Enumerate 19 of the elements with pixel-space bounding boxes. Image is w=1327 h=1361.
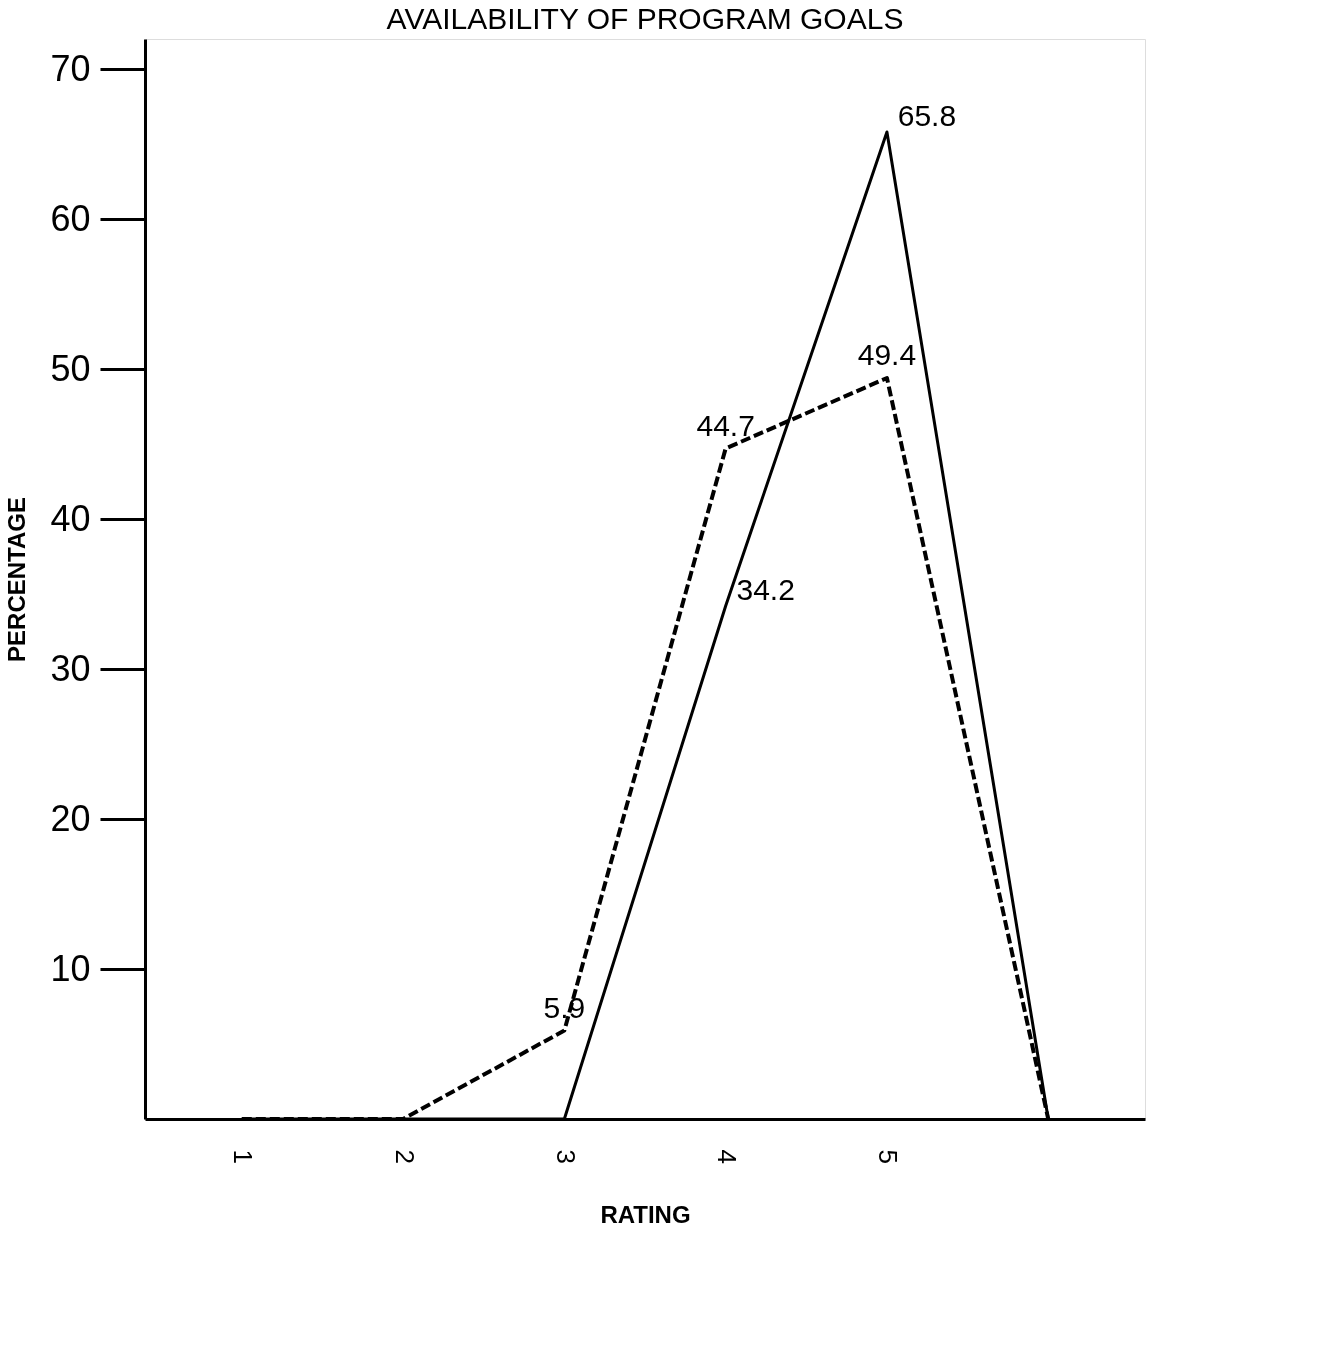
y-axis-title: PERCENTAGE [3,497,31,662]
x-axis-title: RATING [600,1200,691,1228]
data-label: 44.7 [696,408,755,442]
data-label: 65.8 [897,99,957,132]
data-label: 49.4 [857,338,917,371]
y-tick-label: 20 [50,797,91,839]
x-tick-label: 3 [550,1149,581,1164]
x-tick-label: 1 [228,1149,259,1164]
y-tick-label: 50 [50,347,91,389]
y-tick-label: 10 [50,947,91,989]
x-tick-label: 5 [873,1149,904,1164]
x-tick-label: 2 [389,1149,420,1164]
data-label: 34.2 [736,573,795,606]
y-tick-label: 60 [50,197,91,239]
y-tick-label: 30 [50,647,91,689]
x-tick-label: 4 [712,1149,743,1164]
y-tick-label: 70 [50,47,91,89]
y-tick-label: 40 [50,497,91,539]
chart-title: AVAILABILITY OF PROGRAM GOALS [386,2,904,35]
